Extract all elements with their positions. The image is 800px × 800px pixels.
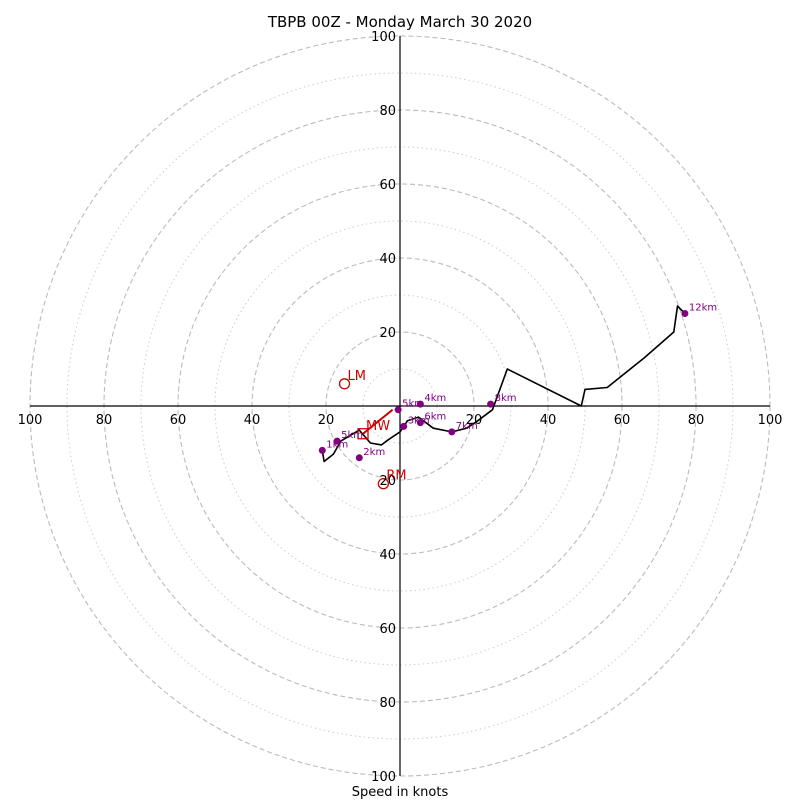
storm-motion-mw-marker (357, 428, 369, 440)
y-tick-label: 80 (379, 104, 396, 119)
storm-motion-rm-label: RM (386, 469, 406, 484)
height-marker-5km (333, 437, 341, 445)
height-marker-12km (681, 310, 689, 317)
tick-labels: 100 80 60 40 20 20 40 60 80 100 100 80 60 40 20 20 40 60 8… (18, 30, 783, 785)
y-tick-label: 40 (379, 252, 396, 267)
height-label-12km: 12km (689, 303, 717, 314)
y-tick-label: 100 (371, 770, 396, 785)
height-marker-6km (416, 419, 424, 427)
height-label-6km: 6km (424, 412, 446, 423)
height-label-7km: 7km (456, 421, 478, 432)
x-axis-label: Speed in knots (352, 785, 449, 800)
y-tick-label: 60 (379, 622, 396, 637)
height-label-5km: 5km (402, 399, 424, 410)
height-marker-8km (487, 400, 495, 408)
wind-profile (321, 305, 686, 463)
height-label-1km: 1km (326, 439, 348, 450)
axes (30, 36, 770, 776)
storm-motion-rm-marker (377, 478, 390, 490)
profile-line (321, 305, 686, 463)
storm-motion-lm-marker (338, 378, 351, 390)
x-tick-label: 60 (614, 413, 631, 428)
storm-motion-markers: LM RM MW (338, 369, 407, 490)
height-marker-4km (416, 400, 424, 408)
height-markers: 1km5km2km5km4km3km6km7km8km12km (318, 303, 717, 462)
y-tick-label: 20 (379, 474, 396, 489)
height-label-2km: 2km (363, 447, 385, 458)
height-marker-1km (318, 446, 326, 454)
height-marker-5km (394, 406, 402, 414)
x-tick-label: 80 (96, 413, 113, 428)
height-label-8km: 8km (495, 393, 517, 404)
x-tick-label: 20 (466, 413, 483, 428)
y-tick-label: 80 (379, 696, 396, 711)
height-marker-2km (355, 454, 363, 462)
chart-title: TBPB 00Z - Monday March 30 2020 (267, 13, 532, 31)
x-tick-label: 100 (758, 413, 783, 428)
height-marker-3km (400, 422, 408, 430)
x-tick-label: 40 (540, 413, 557, 428)
x-tick-label: 20 (318, 413, 335, 428)
y-tick-label: 100 (371, 30, 396, 45)
y-tick-label: 40 (379, 548, 396, 563)
x-tick-label: 60 (170, 413, 187, 428)
x-tick-label: 80 (688, 413, 705, 428)
y-tick-label: 20 (379, 326, 396, 341)
storm-motion-lm-label: LM (348, 369, 366, 384)
x-tick-label: 40 (244, 413, 261, 428)
height-label-4km: 4km (424, 393, 446, 404)
height-label-5km: 5km (341, 430, 363, 441)
storm-motion-mw-label: MW (366, 419, 390, 434)
height-marker-7km (448, 428, 456, 436)
x-tick-label: 100 (18, 413, 43, 428)
y-tick-label: 60 (379, 178, 396, 193)
